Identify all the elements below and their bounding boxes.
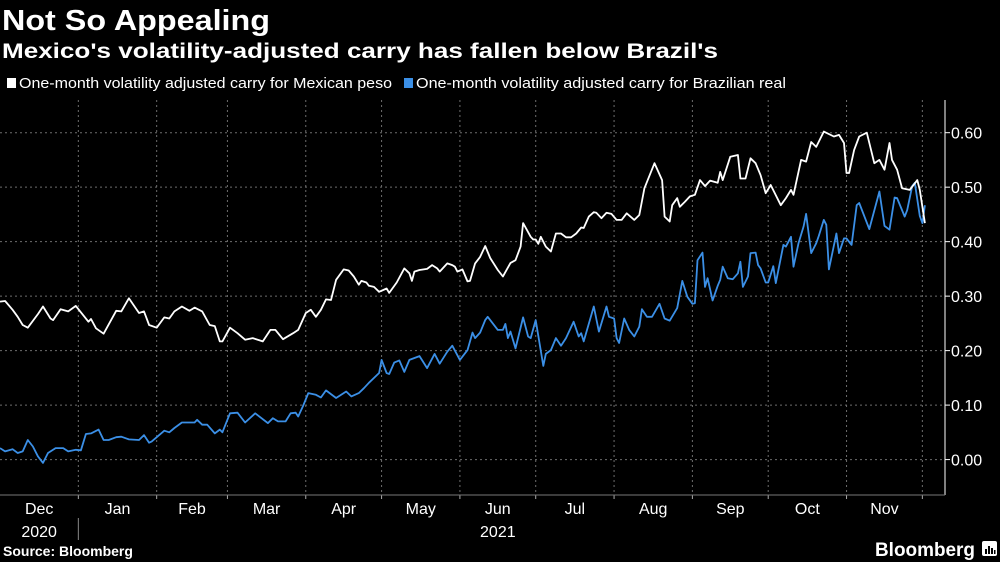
series-line-brazilian-real: [0, 181, 926, 464]
legend-label-brazilian-real: One-month volatility adjusted carry for …: [416, 76, 786, 92]
x-tick-label: Jun: [485, 501, 511, 518]
x-year-label: 2021: [480, 524, 516, 541]
y-tick-label: 0.30: [951, 289, 982, 306]
legend-swatch-mexican-peso: [7, 78, 16, 88]
x-tick-label: Mar: [253, 501, 281, 518]
chart-subtitle: Mexico's volatility-adjusted carry has f…: [2, 40, 718, 63]
series-lines: [0, 130, 926, 464]
x-tick-label: May: [406, 501, 436, 518]
chart-title: Not So Appealing: [2, 5, 270, 37]
legend: One-month volatility adjusted carry for …: [7, 76, 786, 92]
x-tick-label: Jan: [105, 501, 131, 518]
x-tick-label: Oct: [795, 501, 820, 518]
x-tick-label: Feb: [178, 501, 206, 518]
y-tick-label: 0.00: [951, 453, 982, 470]
y-tick-label: 0.60: [951, 126, 982, 143]
bloomberg-terminal-icon: [982, 541, 997, 556]
y-tick-label: 0.40: [951, 235, 982, 252]
x-tick-label: Nov: [870, 501, 898, 518]
x-tick-label: Sep: [716, 501, 745, 518]
y-tick-label: 0.50: [951, 180, 982, 197]
y-tick-label: 0.10: [951, 398, 982, 415]
legend-swatch-brazilian-real: [404, 78, 413, 88]
axes: 0.00 0.10 0.20 0.30 0.40 0.50 0.60 Dec Jan Feb Mar…: [0, 100, 982, 541]
series-line-mexican-peso: [0, 130, 926, 343]
bloomberg-logo: Bloomberg: [875, 540, 997, 561]
x-tick-label: Apr: [331, 501, 357, 518]
y-tick-label: 0.20: [951, 344, 982, 361]
x-tick-label: Aug: [639, 501, 667, 518]
x-tick-label: Dec: [25, 501, 53, 518]
source-note: Source: Bloomberg: [3, 543, 133, 559]
x-year-label: 2020: [21, 524, 57, 541]
logo-wordmark: Bloomberg: [875, 540, 975, 561]
legend-label-mexican-peso: One-month volatility adjusted carry for …: [19, 76, 392, 92]
gridlines: [0, 100, 945, 495]
x-tick-label: Jul: [565, 501, 585, 518]
